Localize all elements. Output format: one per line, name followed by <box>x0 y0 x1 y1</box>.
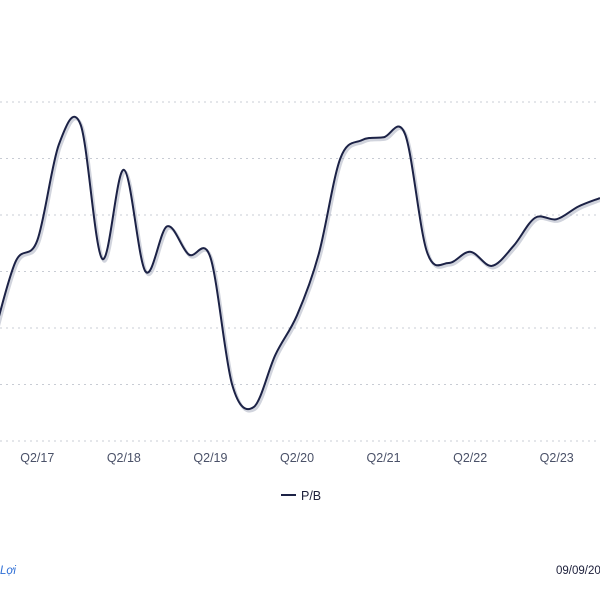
gridlines <box>0 101 600 442</box>
x-tick-label: Q2/17 <box>20 451 54 465</box>
pb-series-line <box>0 115 600 411</box>
x-tick-label: Q2/23 <box>540 451 574 465</box>
pb-series-shadow <box>0 117 600 413</box>
x-tick-label: Q2/22 <box>453 451 487 465</box>
x-tick-label: Q2/19 <box>193 451 227 465</box>
series-layer <box>0 115 600 413</box>
footer-date: 09/09/20 <box>556 565 600 577</box>
legend[interactable]: P/B <box>281 489 321 503</box>
footer-source[interactable]: Lợi <box>0 565 16 577</box>
legend-label-pb: P/B <box>301 489 321 503</box>
x-tick-label: Q2/20 <box>280 451 314 465</box>
x-tick-label: Q2/18 <box>107 451 141 465</box>
x-tick-label: Q2/21 <box>367 451 401 465</box>
x-axis-tick-labels: Q2/17 Q2/18 Q2/19 Q2/20 Q2/21 Q2/22 Q2/23 <box>20 451 574 465</box>
